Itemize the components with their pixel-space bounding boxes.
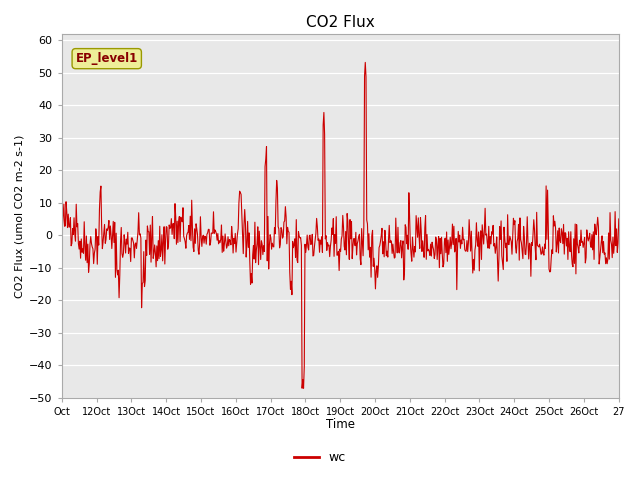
Legend: wc: wc (289, 446, 351, 469)
Y-axis label: CO2 Flux (umol CO2 m-2 s-1): CO2 Flux (umol CO2 m-2 s-1) (15, 134, 25, 298)
Text: EP_level1: EP_level1 (76, 52, 138, 65)
Title: CO2 Flux: CO2 Flux (306, 15, 374, 30)
X-axis label: Time: Time (326, 419, 355, 432)
